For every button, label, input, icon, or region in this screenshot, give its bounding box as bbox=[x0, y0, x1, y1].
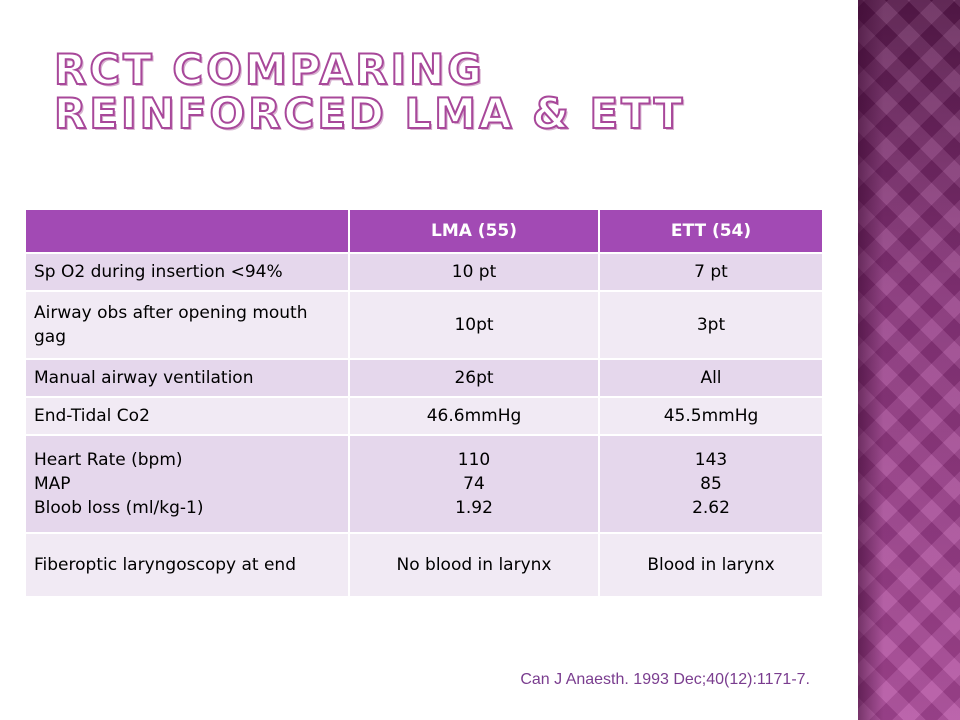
ett-value: 143 85 2.62 bbox=[598, 434, 824, 534]
lma-value-line: 26pt bbox=[454, 368, 494, 388]
row-label-line: Sp O2 during insertion <94% bbox=[34, 262, 283, 282]
ett-value: All bbox=[598, 358, 824, 398]
ett-value: 45.5mmHg bbox=[598, 396, 824, 436]
ett-value: 7 pt bbox=[598, 252, 824, 292]
ett-value-line: All bbox=[700, 368, 722, 388]
row-label-line: Airway obs after opening mouth gag bbox=[34, 303, 308, 347]
header-empty bbox=[24, 208, 350, 254]
ett-value-line: 2.62 bbox=[692, 498, 730, 518]
row-label-line: Bloob loss (ml/kg-1) bbox=[34, 498, 204, 518]
row-label: Heart Rate (bpm) MAP Bloob loss (ml/kg-1… bbox=[24, 434, 350, 534]
lma-value-line: 10pt bbox=[454, 315, 494, 335]
comparison-table: LMA (55) ETT (54) Sp O2 during insertion… bbox=[24, 208, 824, 598]
row-label-line: Fiberoptic laryngoscopy at end bbox=[34, 555, 296, 575]
row-label: Sp O2 during insertion <94% bbox=[24, 252, 350, 292]
lma-value-line: No blood in larynx bbox=[396, 555, 552, 575]
lma-value-line: 1.92 bbox=[455, 498, 493, 518]
table-row: Sp O2 during insertion <94% 10 pt 7 pt bbox=[24, 252, 824, 292]
table-row: Airway obs after opening mouth gag 10pt … bbox=[24, 290, 824, 360]
ett-value-line: 143 bbox=[694, 450, 728, 470]
lma-value: 10 pt bbox=[348, 252, 600, 292]
table-row: End-Tidal Co2 46.6mmHg 45.5mmHg bbox=[24, 396, 824, 436]
ett-value: Blood in larynx bbox=[598, 532, 824, 598]
lma-value-line: 74 bbox=[463, 474, 485, 494]
lma-value: 26pt bbox=[348, 358, 600, 398]
citation: Can J Anaesth. 1993 Dec;40(12):1171-7. bbox=[520, 671, 810, 688]
lma-value: 110 74 1.92 bbox=[348, 434, 600, 534]
ett-value-line: 7 pt bbox=[694, 262, 728, 282]
row-label: Manual airway ventilation bbox=[24, 358, 350, 398]
table-row: Fiberoptic laryngoscopy at end No blood … bbox=[24, 532, 824, 598]
ett-value: 3pt bbox=[598, 290, 824, 360]
row-label: Airway obs after opening mouth gag bbox=[24, 290, 350, 360]
lma-value: No blood in larynx bbox=[348, 532, 600, 598]
header-ett: ETT (54) bbox=[598, 208, 824, 254]
lma-value-line: 110 bbox=[457, 450, 491, 470]
row-label-line: Heart Rate (bpm) bbox=[34, 450, 183, 470]
lma-value-line: 10 pt bbox=[451, 262, 497, 282]
header-lma: LMA (55) bbox=[348, 208, 600, 254]
row-label: Fiberoptic laryngoscopy at end bbox=[24, 532, 350, 598]
row-label-line: MAP bbox=[34, 474, 71, 494]
ett-value-line: Blood in larynx bbox=[647, 555, 775, 575]
lma-value-line: 46.6mmHg bbox=[426, 406, 522, 426]
slide-title: RCT comparing reinforced LMA & ETT bbox=[53, 45, 686, 138]
row-label-line: Manual airway ventilation bbox=[34, 368, 254, 388]
row-label: End-Tidal Co2 bbox=[24, 396, 350, 436]
ett-value-line: 45.5mmHg bbox=[663, 406, 759, 426]
row-label-line: End-Tidal Co2 bbox=[34, 406, 150, 426]
table-header-row: LMA (55) ETT (54) bbox=[24, 208, 824, 254]
table-row: Heart Rate (bpm) MAP Bloob loss (ml/kg-1… bbox=[24, 434, 824, 534]
lma-value: 10pt bbox=[348, 290, 600, 360]
decorative-side-band bbox=[858, 0, 960, 720]
table-row: Manual airway ventilation 26pt All bbox=[24, 358, 824, 398]
lma-value: 46.6mmHg bbox=[348, 396, 600, 436]
ett-value-line: 3pt bbox=[696, 315, 726, 335]
ett-value-line: 85 bbox=[700, 474, 722, 494]
